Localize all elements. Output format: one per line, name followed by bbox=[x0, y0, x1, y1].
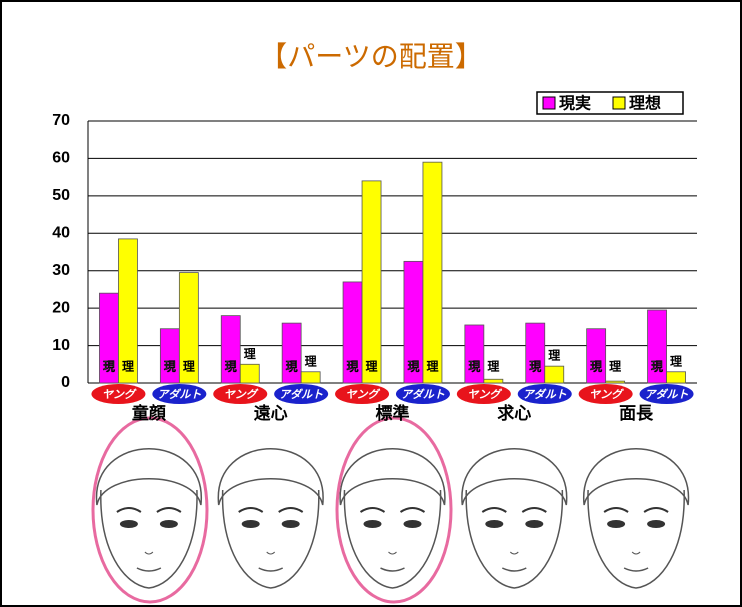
bar-short-label: 理 bbox=[305, 354, 317, 368]
y-tick-label: 50 bbox=[52, 187, 70, 204]
bar-short-label: 理 bbox=[548, 349, 560, 363]
legend-swatch bbox=[613, 97, 625, 109]
bar-short-label: 現 bbox=[529, 360, 541, 374]
face-eye bbox=[120, 520, 138, 528]
bar-short-label: 理 bbox=[426, 360, 438, 374]
y-tick-label: 0 bbox=[61, 374, 70, 391]
legend-swatch bbox=[543, 97, 555, 109]
x-tick-label: アダルト bbox=[157, 388, 201, 401]
face-eye bbox=[282, 520, 300, 528]
bar bbox=[240, 364, 259, 383]
bar bbox=[465, 325, 484, 383]
y-tick-label: 60 bbox=[52, 150, 70, 167]
bar bbox=[423, 162, 442, 383]
group-label: 求心 bbox=[497, 403, 531, 424]
bar bbox=[587, 329, 606, 383]
x-tick-label: ヤング bbox=[467, 388, 502, 401]
y-tick-label: 10 bbox=[52, 337, 70, 354]
y-tick-label: 40 bbox=[52, 225, 70, 242]
bar bbox=[606, 381, 625, 383]
face-eye bbox=[404, 520, 422, 528]
bar-short-label: 理 bbox=[487, 360, 499, 374]
x-tick-label: アダルト bbox=[279, 388, 323, 401]
bar-short-label: 現 bbox=[103, 360, 115, 374]
y-tick-label: 70 bbox=[52, 112, 70, 129]
bar-short-label: 理 bbox=[670, 354, 682, 368]
x-tick-label: ヤング bbox=[589, 388, 624, 401]
x-tick-label: アダルト bbox=[523, 388, 567, 401]
bar-short-label: 現 bbox=[286, 360, 298, 374]
face-eye bbox=[242, 520, 260, 528]
face-eye bbox=[647, 520, 665, 528]
bar-short-label: 理 bbox=[366, 360, 378, 374]
group-label: 面長 bbox=[619, 404, 654, 424]
y-tick-label: 20 bbox=[52, 299, 70, 316]
y-tick-label: 30 bbox=[52, 262, 70, 279]
x-tick-label: ヤング bbox=[346, 388, 381, 401]
face-eye bbox=[364, 520, 382, 528]
x-tick-label: ヤング bbox=[102, 388, 137, 401]
group-label: 標準 bbox=[376, 403, 410, 424]
chart-title: 【パーツの配置】 bbox=[259, 40, 482, 73]
bar-short-label: 現 bbox=[468, 360, 480, 374]
bar-short-label: 現 bbox=[164, 360, 176, 374]
x-tick-label: ヤング bbox=[224, 388, 259, 401]
bar bbox=[484, 379, 503, 383]
chart: 【パーツの配置】 010203040506070現理ヤング現理アダルト現理ヤング… bbox=[0, 0, 742, 607]
legend-label: 現実 bbox=[559, 94, 591, 113]
face-eye bbox=[525, 520, 543, 528]
bar bbox=[160, 329, 179, 383]
face-eye bbox=[160, 520, 178, 528]
bar bbox=[282, 323, 301, 383]
face-eye bbox=[607, 520, 625, 528]
bar-short-label: 現 bbox=[347, 360, 359, 374]
legend-label: 理想 bbox=[629, 94, 661, 113]
bar-short-label: 理 bbox=[244, 347, 256, 361]
bar-short-label: 現 bbox=[407, 360, 419, 374]
group-label: 遠心 bbox=[254, 404, 288, 424]
bar bbox=[362, 181, 381, 383]
bar-short-label: 現 bbox=[651, 360, 663, 374]
bar-short-label: 現 bbox=[590, 360, 602, 374]
bar-short-label: 理 bbox=[609, 360, 621, 374]
bar bbox=[301, 372, 320, 383]
face-eye bbox=[485, 520, 503, 528]
bar bbox=[545, 366, 564, 383]
x-tick-label: アダルト bbox=[401, 388, 445, 401]
bar-short-label: 理 bbox=[122, 360, 134, 374]
group-label: 童顔 bbox=[132, 403, 167, 424]
bar-short-label: 理 bbox=[183, 360, 195, 374]
bar-short-label: 現 bbox=[225, 360, 237, 374]
x-tick-label: アダルト bbox=[645, 388, 689, 401]
bar bbox=[526, 323, 545, 383]
bar bbox=[667, 372, 686, 383]
